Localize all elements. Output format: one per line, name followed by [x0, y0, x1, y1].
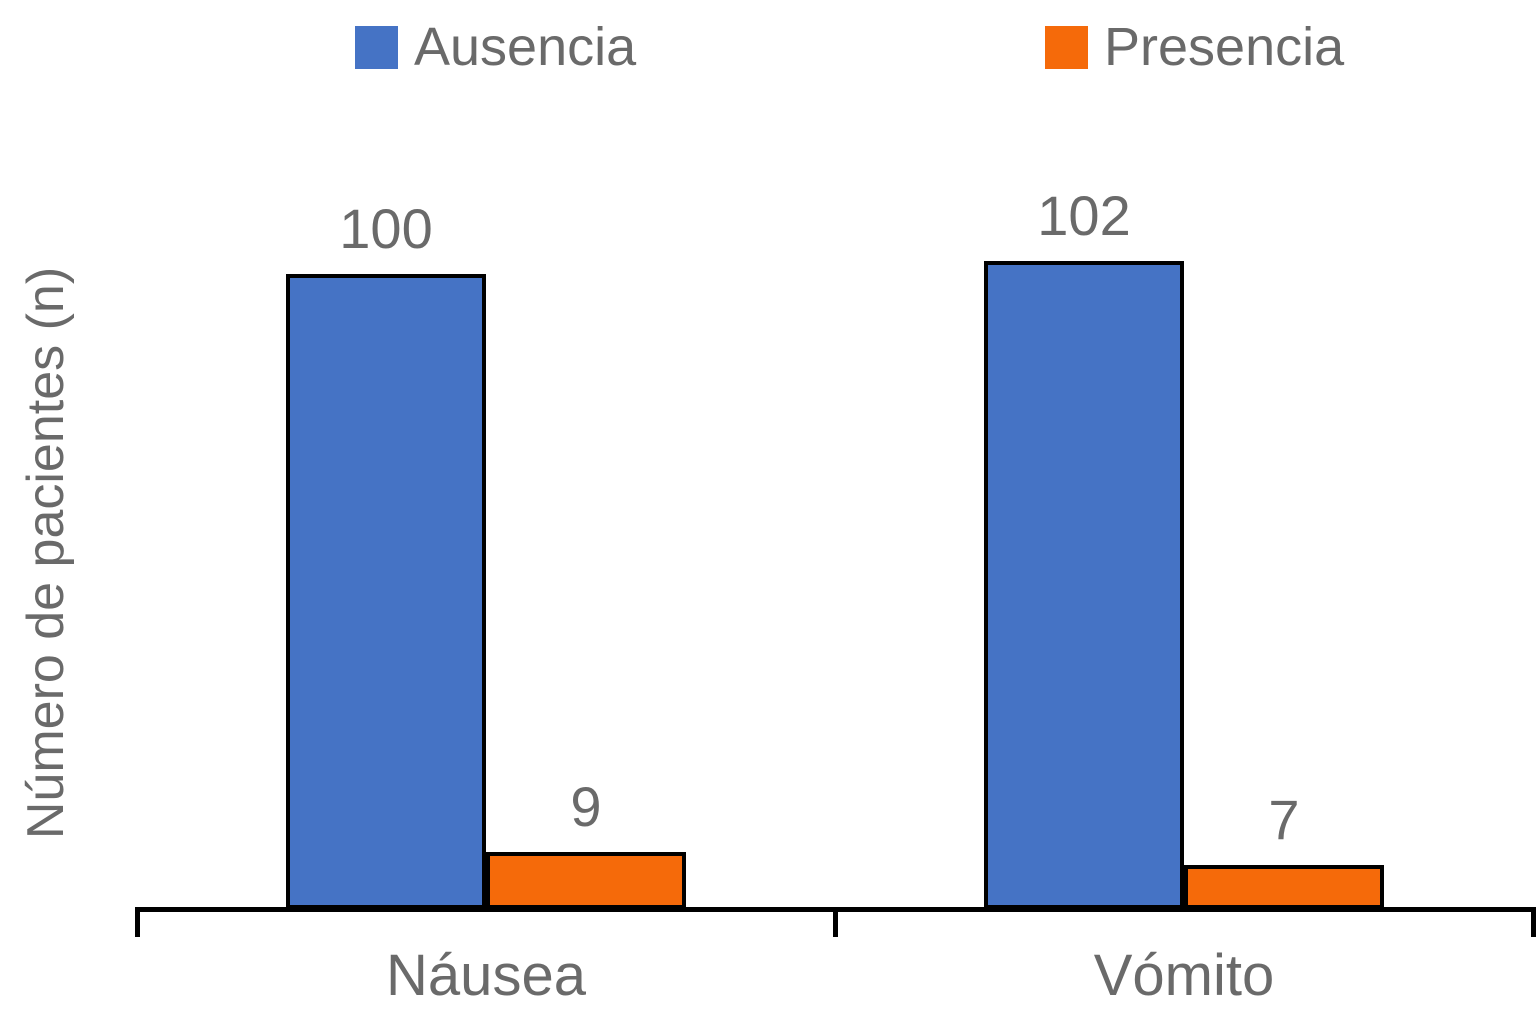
bar-value-label-ausencia-nausea: 100 [339, 197, 433, 260]
legend-label-presencia: Presencia [1104, 17, 1345, 77]
x-axis-label-vomito: Vómito [1093, 943, 1275, 1008]
legend-swatch-ausencia [355, 25, 398, 69]
legend-label-ausencia: Ausencia [414, 17, 637, 77]
legend-item-presencia: Presencia [1045, 16, 1344, 78]
y-axis-title: Número de pacientes (n) [17, 266, 75, 840]
x-axis-label-nausea: Náusea [386, 943, 586, 1008]
bar-presencia-nausea [486, 852, 686, 909]
bar-value-label-presencia-vomito: 7 [1268, 788, 1300, 851]
bar-ausencia-vomito [984, 261, 1184, 909]
bar-value-label-presencia-nausea: 9 [570, 775, 602, 838]
bar-value-label-ausencia-vomito: 102 [1037, 184, 1131, 247]
x-axis-tick [1531, 907, 1536, 937]
x-axis-tick [135, 907, 140, 937]
bar-presencia-vomito [1184, 865, 1384, 909]
legend-swatch-presencia [1045, 25, 1088, 69]
bar-ausencia-nausea [286, 274, 486, 909]
legend-item-ausencia: Ausencia [355, 16, 636, 78]
x-axis-tick [833, 907, 838, 937]
